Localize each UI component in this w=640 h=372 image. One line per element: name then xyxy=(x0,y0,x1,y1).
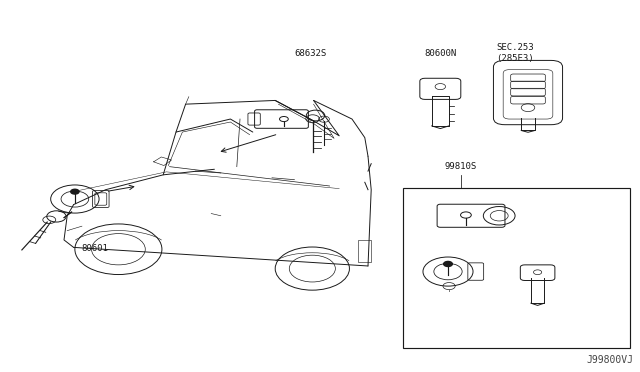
Text: 80600N: 80600N xyxy=(424,49,456,58)
Circle shape xyxy=(71,189,79,194)
Text: 68632S: 68632S xyxy=(294,49,326,58)
Text: 99810S: 99810S xyxy=(445,162,477,171)
Circle shape xyxy=(444,262,452,266)
Text: SEC.253: SEC.253 xyxy=(497,43,534,52)
Bar xyxy=(358,240,371,262)
Bar xyxy=(403,188,630,348)
Text: J99800VJ: J99800VJ xyxy=(587,355,634,365)
Text: 80601: 80601 xyxy=(81,244,108,253)
Text: (285E3): (285E3) xyxy=(497,54,534,63)
